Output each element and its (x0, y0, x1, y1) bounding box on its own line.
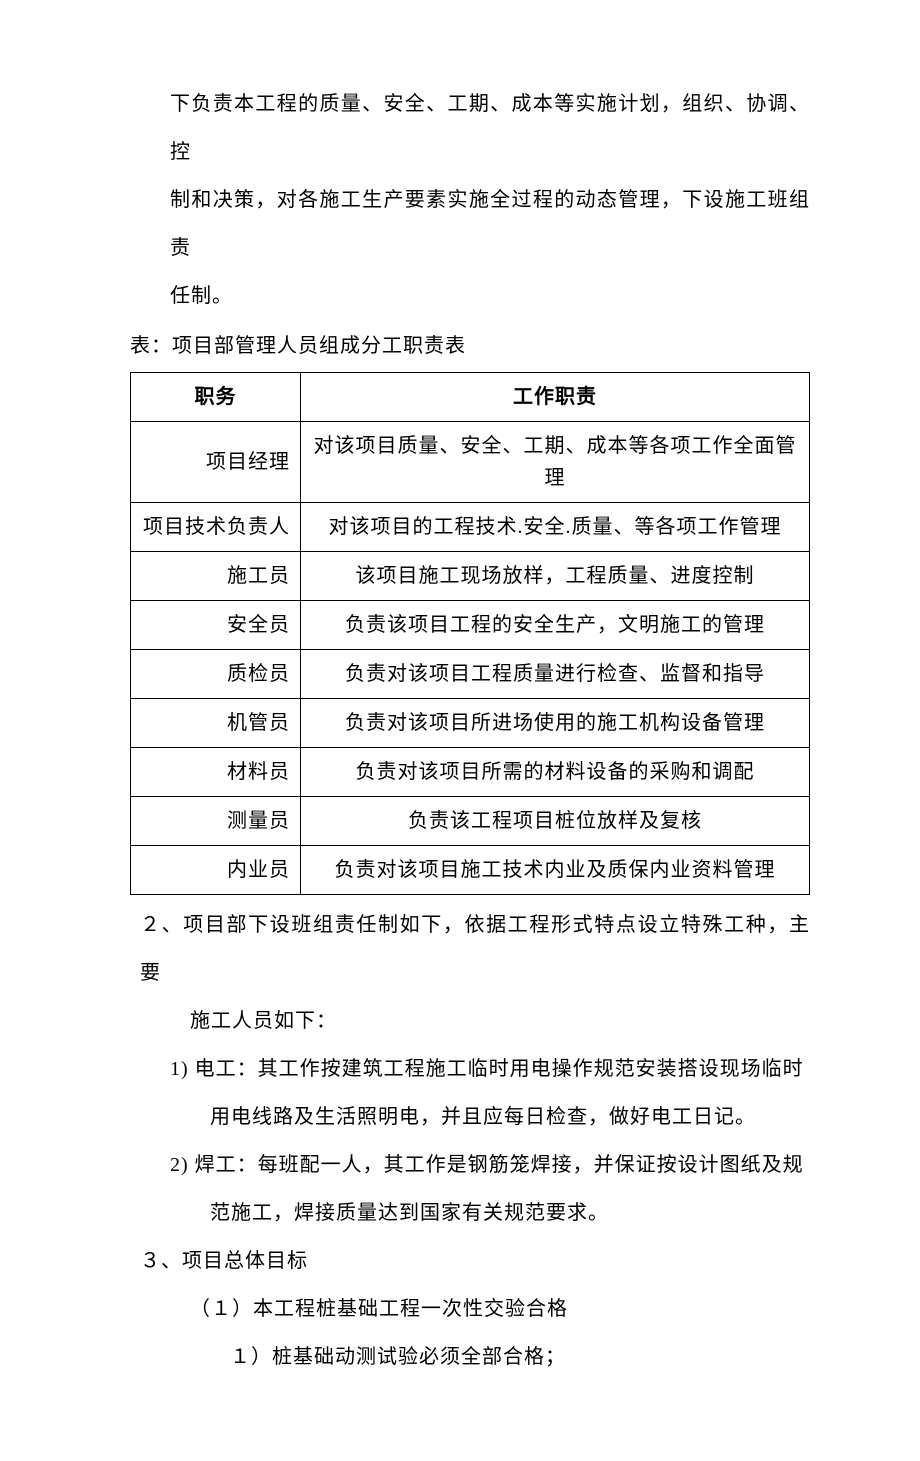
section3-title: ３、项目总体目标 (130, 1237, 810, 1285)
cell-duty: 负责对该项目所需的材料设备的采购和调配 (301, 748, 810, 797)
cell-role: 质检员 (131, 650, 301, 699)
cell-role: 项目经理 (131, 422, 301, 503)
intro-line-3: 任制。 (130, 272, 810, 320)
header-duty: 工作职责 (301, 373, 810, 422)
cell-duty: 负责该项目工程的安全生产，文明施工的管理 (301, 601, 810, 650)
cell-duty: 负责对该项目工程质量进行检查、监督和指导 (301, 650, 810, 699)
table-row: 质检员 负责对该项目工程质量进行检查、监督和指导 (131, 650, 810, 699)
intro-line-2: 制和决策，对各施工生产要素实施全过程的动态管理，下设施工班组责 (130, 176, 810, 272)
section2-item2-line2: 范施工，焊接质量达到国家有关规范要求。 (130, 1189, 810, 1237)
table-row: 项目经理 对该项目质量、安全、工期、成本等各项工作全面管理 (131, 422, 810, 503)
table-row: 材料员 负责对该项目所需的材料设备的采购和调配 (131, 748, 810, 797)
cell-role: 材料员 (131, 748, 301, 797)
cell-duty: 该项目施工现场放样，工程质量、进度控制 (301, 552, 810, 601)
cell-duty: 负责该工程项目桩位放样及复核 (301, 797, 810, 846)
section3-goal1: （１）本工程桩基础工程一次性交验合格 (130, 1285, 810, 1333)
table-caption: 表：项目部管理人员组成分工职责表 (130, 322, 810, 370)
table-row: 安全员 负责该项目工程的安全生产，文明施工的管理 (131, 601, 810, 650)
header-role: 职务 (131, 373, 301, 422)
cell-role: 内业员 (131, 846, 301, 895)
table-row: 机管员 负责对该项目所进场使用的施工机构设备管理 (131, 699, 810, 748)
table-row: 内业员 负责对该项目施工技术内业及质保内业资料管理 (131, 846, 810, 895)
section2-title-line2: 施工人员如下： (130, 997, 810, 1045)
cell-duty: 对该项目的工程技术.安全.质量、等各项工作管理 (301, 503, 810, 552)
intro-line-1: 下负责本工程的质量、安全、工期、成本等实施计划，组织、协调、控 (130, 80, 810, 176)
table-row: 施工员 该项目施工现场放样，工程质量、进度控制 (131, 552, 810, 601)
cell-role: 测量员 (131, 797, 301, 846)
section2-item1-line2: 用电线路及生活照明电，并且应每日检查，做好电工日记。 (130, 1093, 810, 1141)
cell-duty: 对该项目质量、安全、工期、成本等各项工作全面管理 (301, 422, 810, 503)
cell-duty: 负责对该项目所进场使用的施工机构设备管理 (301, 699, 810, 748)
table-header-row: 职务 工作职责 (131, 373, 810, 422)
section2-item2-line1: 2) 焊工：每班配一人，其工作是钢筋笼焊接，并保证按设计图纸及规 (130, 1141, 810, 1189)
table-row: 测量员 负责该工程项目桩位放样及复核 (131, 797, 810, 846)
table-row: 项目技术负责人 对该项目的工程技术.安全.质量、等各项工作管理 (131, 503, 810, 552)
cell-role: 施工员 (131, 552, 301, 601)
section3-goal1-sub1: １）桩基础动测试验必须全部合格； (130, 1333, 810, 1381)
section2-item1-line1: 1) 电工：其工作按建筑工程施工临时用电操作规范安装搭设现场临时 (130, 1045, 810, 1093)
roles-table: 职务 工作职责 项目经理 对该项目质量、安全、工期、成本等各项工作全面管理 项目… (130, 372, 810, 895)
cell-role: 机管员 (131, 699, 301, 748)
cell-role: 项目技术负责人 (131, 503, 301, 552)
cell-duty: 负责对该项目施工技术内业及质保内业资料管理 (301, 846, 810, 895)
cell-role: 安全员 (131, 601, 301, 650)
section2-title-line1: ２、项目部下设班组责任制如下，依据工程形式特点设立特殊工种，主要 (130, 901, 810, 997)
